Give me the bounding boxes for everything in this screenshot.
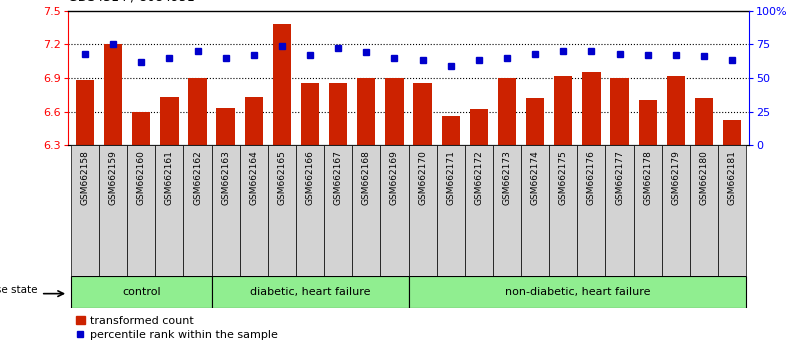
FancyBboxPatch shape [662, 145, 690, 276]
FancyBboxPatch shape [465, 145, 493, 276]
Bar [409, 276, 746, 308]
Bar [526, 98, 544, 145]
Bar [273, 24, 291, 145]
Text: GSM662181: GSM662181 [727, 150, 737, 205]
FancyBboxPatch shape [549, 145, 578, 276]
FancyBboxPatch shape [99, 145, 127, 276]
Bar [469, 109, 488, 145]
Bar [610, 78, 629, 145]
FancyBboxPatch shape [155, 145, 183, 276]
Text: GSM662163: GSM662163 [221, 150, 230, 205]
Bar [694, 98, 713, 145]
FancyBboxPatch shape [127, 145, 155, 276]
Text: GSM662171: GSM662171 [446, 150, 455, 205]
Bar [413, 84, 432, 145]
Bar [244, 97, 263, 145]
Text: GSM662164: GSM662164 [249, 150, 258, 205]
Text: GSM662178: GSM662178 [643, 150, 652, 205]
FancyBboxPatch shape [606, 145, 634, 276]
Text: GSM662168: GSM662168 [362, 150, 371, 205]
Bar [666, 76, 685, 145]
Text: GSM662159: GSM662159 [109, 150, 118, 205]
FancyBboxPatch shape [521, 145, 549, 276]
Text: GSM662180: GSM662180 [699, 150, 708, 205]
Text: GSM662179: GSM662179 [671, 150, 680, 205]
Bar [188, 78, 207, 145]
Text: GSM662177: GSM662177 [615, 150, 624, 205]
Bar [441, 116, 460, 145]
Text: GDS4314 / 8084951: GDS4314 / 8084951 [68, 0, 195, 3]
FancyBboxPatch shape [380, 145, 409, 276]
FancyBboxPatch shape [71, 145, 99, 276]
Bar [76, 80, 94, 145]
Bar [211, 276, 409, 308]
Bar [71, 276, 211, 308]
FancyBboxPatch shape [352, 145, 380, 276]
Text: GSM662172: GSM662172 [474, 150, 483, 205]
Text: GSM662166: GSM662166 [305, 150, 315, 205]
FancyBboxPatch shape [211, 145, 239, 276]
FancyBboxPatch shape [578, 145, 606, 276]
FancyBboxPatch shape [268, 145, 296, 276]
Bar [638, 100, 657, 145]
Text: GSM662176: GSM662176 [587, 150, 596, 205]
Text: GSM662162: GSM662162 [193, 150, 202, 205]
Text: GSM662174: GSM662174 [530, 150, 540, 205]
FancyBboxPatch shape [437, 145, 465, 276]
Bar [554, 76, 573, 145]
FancyBboxPatch shape [634, 145, 662, 276]
FancyBboxPatch shape [296, 145, 324, 276]
Text: GSM662167: GSM662167 [334, 150, 343, 205]
Bar [329, 84, 348, 145]
FancyBboxPatch shape [239, 145, 268, 276]
Text: disease state: disease state [0, 285, 38, 296]
Bar [160, 97, 179, 145]
Text: non-diabetic, heart failure: non-diabetic, heart failure [505, 287, 650, 297]
Text: GSM662165: GSM662165 [277, 150, 287, 205]
Bar [104, 44, 123, 145]
FancyBboxPatch shape [183, 145, 211, 276]
Text: GSM662161: GSM662161 [165, 150, 174, 205]
FancyBboxPatch shape [409, 145, 437, 276]
Text: GSM662175: GSM662175 [559, 150, 568, 205]
Text: GSM662160: GSM662160 [137, 150, 146, 205]
Text: GSM662173: GSM662173 [502, 150, 512, 205]
Text: GSM662170: GSM662170 [418, 150, 427, 205]
Bar [216, 108, 235, 145]
FancyBboxPatch shape [324, 145, 352, 276]
Bar [582, 72, 601, 145]
Bar [357, 78, 376, 145]
FancyBboxPatch shape [493, 145, 521, 276]
Bar [132, 112, 151, 145]
Bar [498, 78, 516, 145]
Text: control: control [122, 287, 160, 297]
Bar [385, 78, 404, 145]
Bar [723, 120, 741, 145]
Text: diabetic, heart failure: diabetic, heart failure [250, 287, 370, 297]
Text: GSM662169: GSM662169 [390, 150, 399, 205]
FancyBboxPatch shape [718, 145, 746, 276]
FancyBboxPatch shape [690, 145, 718, 276]
Legend: transformed count, percentile rank within the sample: transformed count, percentile rank withi… [74, 314, 280, 343]
Text: GSM662158: GSM662158 [80, 150, 90, 205]
Bar [301, 84, 319, 145]
